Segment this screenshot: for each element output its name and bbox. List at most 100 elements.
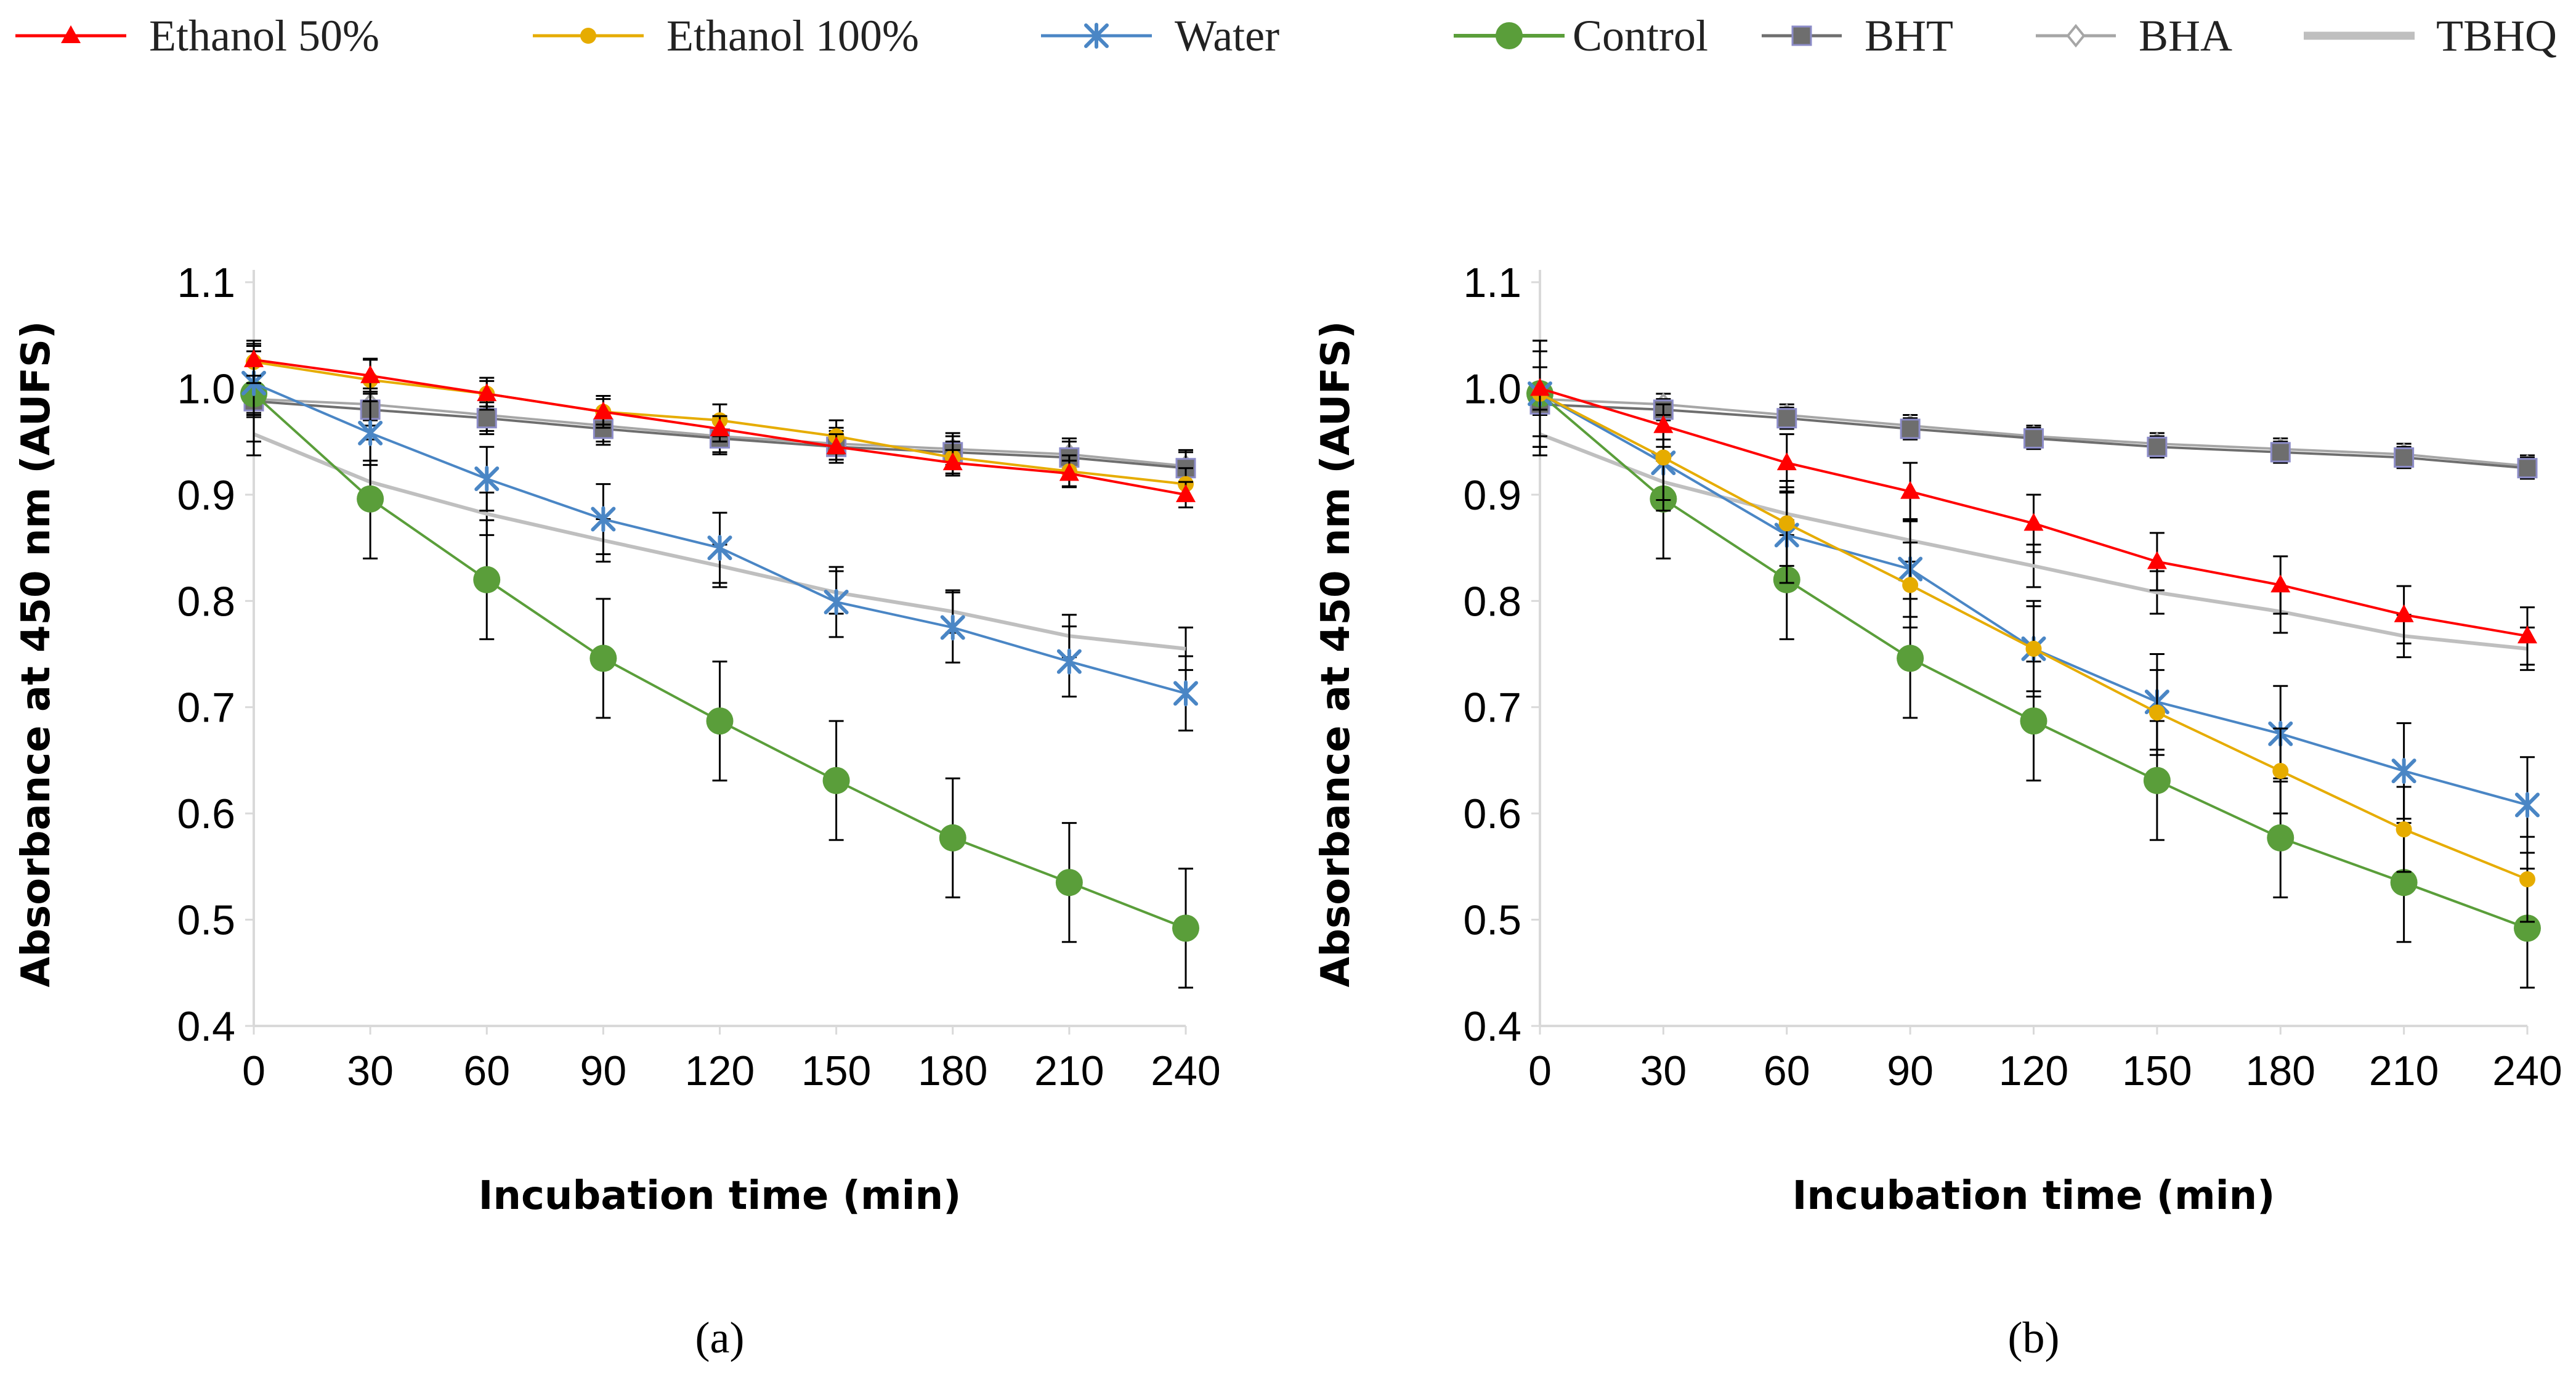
legend-label-control: Control — [1573, 11, 1708, 60]
data-point-ethanol-100 — [2519, 871, 2535, 888]
x-tick-label: 30 — [1640, 1047, 1687, 1094]
data-point-ethanol-50 — [1176, 484, 1196, 502]
data-point-ethanol-50 — [244, 349, 264, 367]
y-tick-label: 0.6 — [1463, 791, 1521, 837]
data-point-ethanol-100 — [1902, 577, 1919, 593]
data-point-ethanol-50 — [477, 383, 497, 402]
data-point-control — [706, 707, 734, 735]
data-point-ethanol-50 — [593, 401, 614, 420]
data-point-control — [2390, 869, 2418, 897]
data-point-water — [824, 589, 849, 616]
data-point-ethanol-50 — [1776, 452, 1797, 471]
chart-panel-b: 0.4 0.5 0.6 0.7 0.8 0.9 1.0 1.1 0 30 60 90 120 150 180… — [1313, 259, 2562, 1362]
x-tick-label: 60 — [463, 1047, 510, 1094]
legend-item-tbhq: TBHQ — [2304, 11, 2557, 60]
legend-item-bht: BHT — [1762, 11, 1953, 60]
x-tick-label: 150 — [2122, 1047, 2192, 1094]
data-point-ethanol-100 — [2025, 640, 2042, 657]
legend-label-bha: BHA — [2139, 11, 2232, 60]
legend-label-ethanol-50: Ethanol 50% — [149, 11, 379, 60]
legend-item-water: Water — [1041, 11, 1279, 60]
legend: Ethanol 50% Ethanol 100% Water Control BHT BH… — [15, 11, 2557, 60]
x-tick-label: 0 — [1528, 1047, 1552, 1094]
x-tick-label: 0 — [242, 1047, 265, 1094]
x-tick-label: 120 — [1999, 1047, 2068, 1094]
data-point-control — [2143, 767, 2171, 794]
legend-marker-ethanol-50 — [61, 25, 81, 43]
panel-label: (b) — [2008, 1313, 2060, 1362]
panel-label: (a) — [695, 1313, 745, 1362]
data-point-control — [1055, 869, 1083, 897]
legend-marker-bha — [2066, 23, 2086, 48]
data-point-bht — [1776, 408, 1797, 429]
data-point-ethanol-100 — [2396, 821, 2412, 838]
legend-item-ethanol-50: Ethanol 50% — [15, 11, 379, 60]
x-tick-label: 120 — [685, 1047, 755, 1094]
data-point-ethanol-50 — [1530, 378, 1550, 396]
data-point-ethanol-100 — [1778, 515, 1795, 532]
data-point-water — [2515, 792, 2540, 818]
data-point-ethanol-50 — [942, 452, 963, 471]
legend-item-control: Control — [1454, 11, 1708, 60]
data-point-control — [2267, 824, 2295, 852]
data-point-ethanol-50 — [1900, 481, 1921, 499]
x-tick-label: 210 — [2369, 1047, 2439, 1094]
legend-marker-bht — [1791, 25, 1812, 46]
y-tick-label: 0.4 — [1463, 1003, 1521, 1050]
y-tick-label: 0.5 — [177, 897, 235, 944]
data-point-bht — [2517, 458, 2538, 479]
data-point-control — [473, 566, 501, 593]
data-point-bht — [1900, 418, 1921, 439]
data-point-ethanol-50 — [2517, 625, 2537, 644]
y-tick-label: 1.1 — [177, 259, 235, 306]
data-point-water — [1056, 648, 1082, 675]
data-point-bht — [2147, 436, 2168, 457]
data-point-ethanol-50 — [2147, 551, 2167, 569]
data-point-ethanol-50 — [1653, 415, 1674, 433]
legend-item-bha: BHA — [2036, 11, 2232, 60]
data-point-ethanol-100 — [2272, 763, 2289, 779]
chart-panel-a: 0.4 0.5 0.6 0.7 0.8 0.9 1.0 1.1 0 30 60 90 120 150 180… — [14, 259, 1221, 1362]
x-tick-label: 90 — [580, 1047, 627, 1094]
x-tick-label: 150 — [801, 1047, 871, 1094]
data-point-ethanol-50 — [2394, 604, 2414, 622]
series-ethanol-50 — [1530, 366, 2537, 666]
data-point-bht — [476, 408, 497, 429]
legend-marker-ethanol-100 — [580, 28, 596, 44]
data-point-water — [591, 506, 616, 532]
y-tick-label: 0.9 — [1463, 472, 1521, 519]
y-tick-label: 0.4 — [177, 1003, 235, 1050]
data-point-water — [474, 465, 500, 492]
y-axis-title: Absorbance at 450 nm (AUFS) — [14, 321, 59, 987]
data-point-ethanol-50 — [710, 418, 730, 436]
data-point-control — [357, 485, 384, 513]
x-tick-label: 180 — [2246, 1047, 2315, 1094]
legend-label-tbhq: TBHQ — [2436, 11, 2557, 60]
series-ethanol-50 — [244, 343, 1196, 509]
data-point-bht — [2394, 447, 2415, 468]
data-point-control — [1897, 645, 1924, 672]
series-ethanol-100 — [1532, 350, 2535, 923]
y-tick-label: 0.7 — [177, 685, 235, 731]
data-point-ethanol-100 — [1655, 449, 1672, 466]
x-tick-label: 180 — [918, 1047, 987, 1094]
x-tick-label: 240 — [1151, 1047, 1220, 1094]
data-point-water — [940, 614, 965, 641]
x-axis-title: Incubation time (min) — [479, 1173, 962, 1219]
y-tick-label: 0.7 — [1463, 685, 1521, 731]
data-point-water — [1173, 680, 1198, 707]
data-point-bht — [2023, 428, 2044, 449]
y-tick-label: 1.1 — [1463, 259, 1521, 306]
data-point-ethanol-50 — [1059, 463, 1079, 481]
data-point-ethanol-50 — [2023, 513, 2044, 531]
y-tick-label: 0.8 — [1463, 578, 1521, 625]
y-tick-label: 1.0 — [177, 365, 235, 412]
data-point-control — [589, 645, 617, 672]
legend-label-ethanol-100: Ethanol 100% — [666, 11, 919, 60]
data-point-ethanol-50 — [2270, 574, 2291, 593]
data-point-ethanol-50 — [360, 365, 381, 383]
x-tick-label: 90 — [1887, 1047, 1934, 1094]
data-point-ethanol-100 — [2149, 704, 2165, 721]
data-point-water — [358, 420, 383, 446]
